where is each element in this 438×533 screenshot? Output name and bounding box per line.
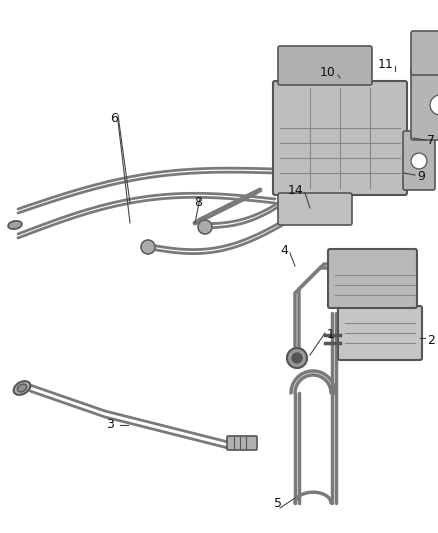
Text: 6: 6 xyxy=(110,111,118,125)
FancyBboxPatch shape xyxy=(278,46,372,85)
Circle shape xyxy=(141,240,155,254)
Circle shape xyxy=(287,348,307,368)
FancyBboxPatch shape xyxy=(328,249,417,308)
FancyBboxPatch shape xyxy=(338,306,422,360)
Ellipse shape xyxy=(14,381,30,395)
Text: 7: 7 xyxy=(427,134,435,148)
FancyBboxPatch shape xyxy=(411,66,438,140)
Circle shape xyxy=(430,95,438,115)
Text: 11: 11 xyxy=(377,58,393,70)
FancyBboxPatch shape xyxy=(227,436,257,450)
FancyBboxPatch shape xyxy=(278,193,352,225)
Text: 10: 10 xyxy=(320,67,336,79)
FancyBboxPatch shape xyxy=(411,31,438,75)
Text: 3: 3 xyxy=(106,418,114,432)
FancyBboxPatch shape xyxy=(403,131,435,190)
Circle shape xyxy=(198,220,212,234)
Text: 5: 5 xyxy=(274,497,282,510)
Circle shape xyxy=(411,153,427,169)
Text: 14: 14 xyxy=(287,184,303,198)
Text: 4: 4 xyxy=(280,245,288,257)
Ellipse shape xyxy=(18,384,27,392)
Text: 1: 1 xyxy=(327,328,335,342)
FancyBboxPatch shape xyxy=(273,81,407,195)
Text: 8: 8 xyxy=(194,196,202,209)
Text: 2: 2 xyxy=(427,334,435,346)
Ellipse shape xyxy=(8,221,22,229)
Text: 9: 9 xyxy=(417,171,425,183)
Circle shape xyxy=(292,353,302,363)
